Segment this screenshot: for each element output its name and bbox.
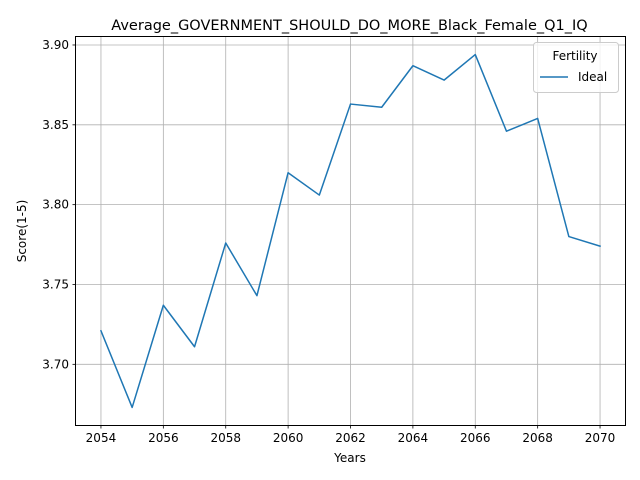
legend-label-ideal: Ideal [578,70,607,84]
x-tick-label: 2066 [460,431,491,445]
legend-box [533,42,619,93]
x-axis-ticks: 2054 2056 2058 2060 2062 2064 2066 2068 2070 [86,425,616,445]
y-tick-label: 3.90 [42,38,69,52]
series-lines [99,53,601,409]
x-tick-label: 2058 [210,431,241,445]
x-axis-label: Years [333,451,366,465]
y-tick-label: 3.80 [42,198,69,212]
x-tick-label: 2064 [398,431,429,445]
chart-title: Average_GOVERNMENT_SHOULD_DO_MORE_Black_… [111,18,587,34]
x-tick-label: 2060 [273,431,304,445]
y-axis-label: Score(1-5) [15,200,29,263]
series-line-ideal [99,53,601,409]
x-tick-label: 2068 [522,431,553,445]
x-tick-label: 2062 [335,431,366,445]
x-tick-label: 2054 [86,431,117,445]
x-tick-label: 2070 [585,431,616,445]
legend-title: Fertility [552,49,597,63]
x-tick-label: 2056 [148,431,179,445]
y-tick-label: 3.75 [42,277,69,291]
grid-lines [76,37,625,425]
y-tick-label: 3.70 [42,357,69,371]
y-axis-ticks: 3.70 3.75 3.80 3.85 3.90 [42,38,76,371]
legend: Fertility Ideal [533,42,619,93]
y-tick-label: 3.85 [42,118,69,132]
